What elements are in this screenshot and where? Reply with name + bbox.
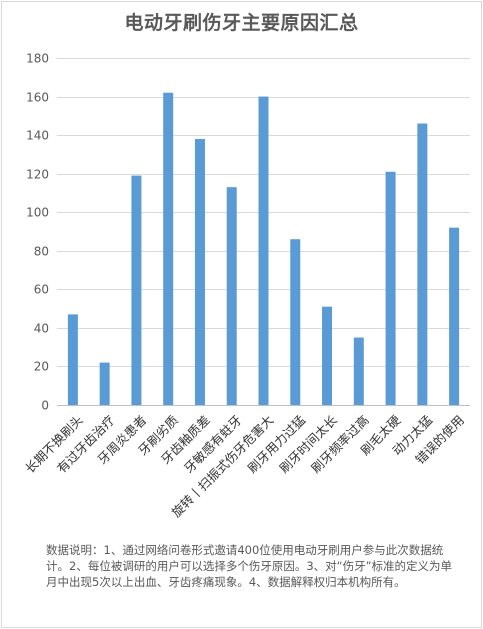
bar — [385, 171, 396, 405]
y-axis-tick-labels: 0 20 40 60 80 100 120 140 160 180 — [26, 52, 49, 413]
bar — [353, 337, 364, 405]
bar — [417, 123, 428, 405]
bar — [163, 92, 174, 405]
bar — [99, 362, 110, 405]
y-tick-label: 160 — [26, 91, 49, 105]
y-tick-label: 120 — [26, 168, 49, 182]
y-tick-label: 140 — [26, 129, 49, 143]
y-tick-label: 60 — [34, 283, 49, 297]
bar — [67, 314, 78, 405]
bar — [449, 227, 460, 405]
y-tick-label: 80 — [34, 245, 49, 259]
data-note: 数据说明：1、通过网络问卷形式邀请400位使用电动牙刷用户参与此次数据统计。2、… — [46, 543, 453, 589]
x-axis-category-labels: 长期不换刷头有过牙齿治疗牙周炎患者牙刷劣质牙齿釉质差牙敏感有蛀牙旋转丨扫振式伤牙… — [22, 412, 467, 520]
y-tick-label: 20 — [34, 360, 49, 374]
y-tick-label: 40 — [34, 322, 49, 336]
bar — [131, 175, 142, 405]
bar — [258, 96, 269, 405]
y-tick-label: 0 — [41, 399, 49, 413]
bar — [290, 239, 301, 405]
bar — [322, 306, 333, 405]
bar — [194, 138, 205, 405]
y-tick-label: 100 — [26, 206, 49, 220]
chart-title: 电动牙刷伤牙主要原因汇总 — [124, 12, 359, 34]
y-tick-label: 180 — [26, 52, 49, 66]
bars — [67, 92, 460, 405]
bar — [226, 187, 237, 405]
